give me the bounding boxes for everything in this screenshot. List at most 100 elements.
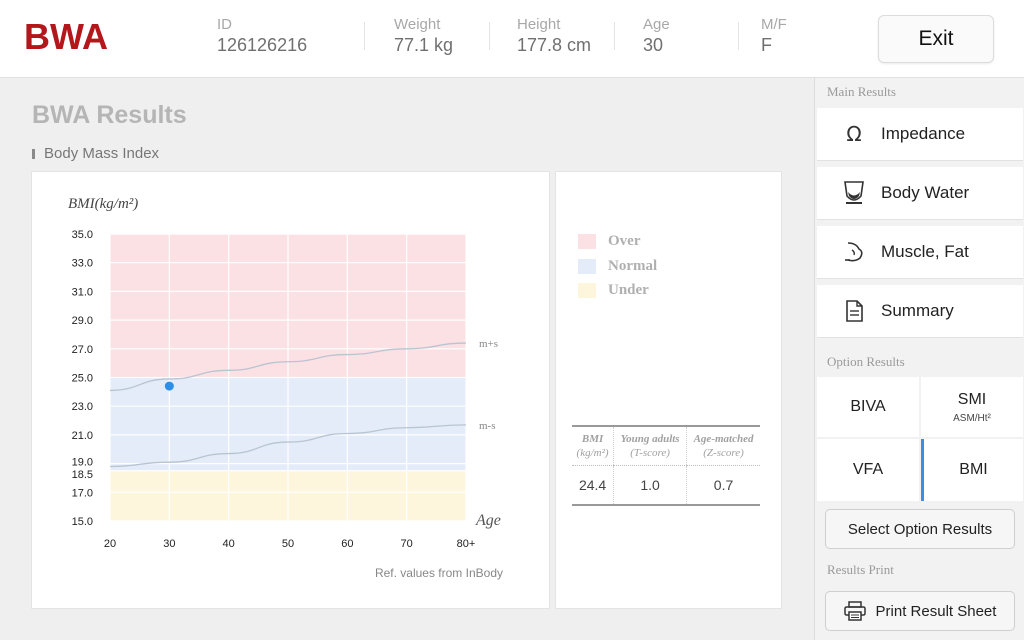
t-score-column-header: Young adults (T-score)	[613, 425, 687, 466]
id-field: ID 126126216	[217, 16, 307, 56]
results-sidebar: Main Results Ω Impedance Body Water Musc…	[814, 78, 1024, 640]
svg-text:BWA: BWA	[24, 18, 108, 54]
option-label: VFA	[852, 461, 884, 478]
document-icon	[841, 298, 867, 324]
exit-button[interactable]: Exit	[878, 15, 994, 63]
y-tick-label: 35.0	[72, 229, 93, 241]
divider	[489, 22, 490, 50]
series-label: m+s	[479, 338, 498, 350]
x-tick-label: 80+	[457, 538, 476, 550]
muscle-icon	[841, 239, 867, 265]
sex-value: F	[761, 35, 772, 55]
print-result-sheet-button[interactable]: Print Result Sheet	[825, 591, 1015, 631]
print-label: Print Result Sheet	[875, 602, 997, 620]
divider	[738, 22, 739, 50]
summary-button[interactable]: Summary	[817, 285, 1023, 338]
series-line-m+s	[109, 342, 467, 392]
subtitle-marker	[32, 148, 35, 159]
option-label: SMI	[957, 390, 987, 408]
muscle-fat-button[interactable]: Muscle, Fat	[817, 226, 1023, 279]
y-tick-label: 27.0	[72, 344, 93, 356]
x-tick-label: 20	[104, 538, 116, 550]
option-vfa-button[interactable]: VFA	[817, 439, 919, 501]
reference-note: Ref. values from InBody	[375, 566, 503, 580]
weight-label: Weight	[394, 16, 441, 33]
age-field: Age 30	[643, 16, 670, 56]
impedance-button[interactable]: Ω Impedance	[817, 108, 1023, 161]
legend-label: Normal	[608, 258, 658, 274]
x-tick-label: 60	[341, 538, 353, 550]
z-score-column-header: Age-matched (Z-score)	[686, 425, 760, 466]
id-label: ID	[217, 16, 232, 33]
subtitle-text: Body Mass Index	[44, 145, 160, 162]
x-tick-label: 50	[282, 538, 294, 550]
x-tick-label: 40	[223, 538, 235, 550]
y-tick-label: 31.0	[72, 286, 93, 298]
legend-label: Over	[608, 233, 641, 249]
data-point	[164, 381, 174, 391]
impedance-label: Impedance	[881, 124, 966, 143]
y-tick-label: 21.0	[72, 430, 93, 442]
weight-field: Weight 77.1 kg	[394, 16, 453, 56]
printer-icon	[843, 601, 866, 621]
divider	[614, 22, 615, 50]
option-biva-button[interactable]: BIVA	[817, 377, 919, 437]
height-label: Height	[517, 16, 561, 33]
score-table: BMI (kg/m²) Young adults (T-score) Age-mat…	[572, 425, 760, 506]
muscle-fat-label: Muscle, Fat	[881, 242, 969, 261]
y-tick-label: 17.0	[72, 487, 93, 499]
y-tick-label: 25.0	[72, 373, 93, 385]
legend-swatch-normal	[578, 259, 596, 274]
score-table-header: BMI (kg/m²) Young adults (T-score) Age-mat…	[572, 425, 760, 466]
top-bar: BWA ID 126126216 Weight 77.1 kg Height 1…	[0, 0, 1024, 78]
body-water-button[interactable]: Body Water	[817, 167, 1023, 220]
select-option-results-button[interactable]: Select Option Results	[825, 509, 1015, 549]
divider	[364, 22, 365, 50]
y-axis-title: BMI(kg/m²)	[68, 196, 138, 212]
bwa-logo: BWA	[24, 18, 108, 54]
series-label: m-s	[479, 420, 496, 432]
age-label: Age	[643, 16, 670, 33]
x-axis-title: Age	[475, 512, 501, 529]
bmi-column-header: BMI (kg/m²)	[572, 425, 614, 466]
y-tick-label: 18.5	[72, 469, 93, 481]
y-tick-label: 33.0	[72, 258, 93, 270]
x-tick-label: 70	[401, 538, 413, 550]
main-results-label: Main Results	[827, 84, 896, 99]
x-tick-label: 30	[163, 538, 175, 550]
legend-swatch-under	[578, 283, 596, 298]
bmi-chart-panel: m+s m-s 20 30 40 50 60 70 80+ 35.0 33.0 31.0 29.0 27…	[31, 171, 550, 609]
body-water-label: Body Water	[881, 183, 970, 202]
age-value: 30	[643, 35, 664, 55]
option-bmi-button[interactable]: BMI	[921, 439, 1023, 501]
table-row: 24.4 1.0 0.7	[572, 465, 760, 506]
bmi-chart: m+s m-s 20 30 40 50 60 70 80+ 35.0 33.0 31.0 29.0 27…	[68, 196, 503, 580]
summary-label: Summary	[881, 301, 954, 320]
height-value: 177.8 cm	[517, 35, 592, 55]
weight-value: 77.1 kg	[394, 35, 454, 55]
legend-swatch-over	[578, 234, 596, 249]
height-field: Height 177.8 cm	[517, 16, 591, 56]
bmi-value: 24.4	[572, 465, 614, 506]
page-title: BWA Results	[32, 101, 187, 129]
svg-text:Ω: Ω	[846, 122, 861, 146]
legend-under: Under	[578, 282, 649, 299]
section-subtitle: Body Mass Index	[32, 145, 159, 162]
option-smi-button[interactable]: SMI ASM/Ht²	[921, 377, 1023, 437]
legend-over: Over	[578, 233, 640, 250]
series-line-m-s	[109, 424, 467, 468]
legend-normal: Normal	[578, 258, 657, 275]
body-water-icon	[841, 180, 867, 206]
z-score-value: 0.7	[686, 465, 760, 506]
option-results-label: Option Results	[827, 354, 905, 369]
t-score-value: 1.0	[613, 465, 687, 506]
sex-field: M/F F	[761, 16, 787, 56]
option-sublabel: ASM/Ht²	[953, 412, 991, 424]
omega-icon: Ω	[841, 121, 867, 147]
id-value: 126126216	[217, 35, 308, 55]
results-print-label: Results Print	[827, 562, 894, 577]
legend-panel: Over Normal Under BMI (kg/m²) Young adult…	[555, 171, 782, 609]
y-tick-label: 15.0	[72, 516, 93, 528]
y-tick-label: 19.0	[72, 457, 93, 469]
option-label: BMI	[959, 461, 988, 478]
